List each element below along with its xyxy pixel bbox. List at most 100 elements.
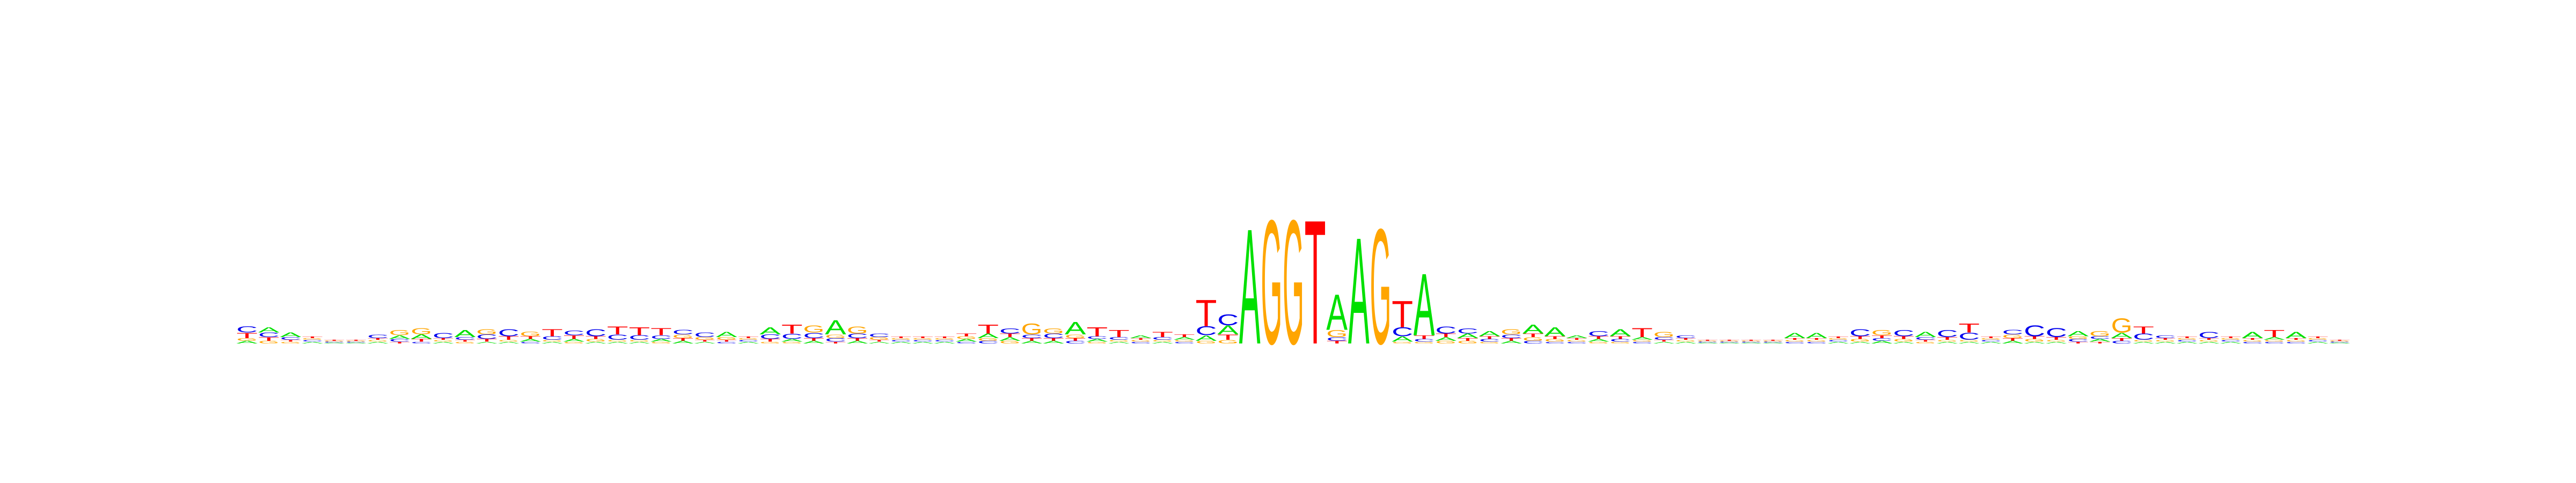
logo-letter-c-pos-37: C xyxy=(1021,333,1043,339)
logo-letter-c-pos-77: C xyxy=(1893,328,1914,338)
logo-letter-a-pos-35: A xyxy=(977,332,999,339)
logo-letter-t-pos-21: T xyxy=(672,337,694,341)
logo-letter-g-pos-7: G xyxy=(367,339,389,342)
logo-letter-a-pos-3: A xyxy=(280,332,302,339)
logo-letter-a-pos-29: A xyxy=(847,340,869,345)
logo-letter-c-pos-2: C xyxy=(258,332,280,339)
logo-letter-c-pos-88: C xyxy=(2133,332,2154,342)
logo-letter-a-pos-69: A xyxy=(1718,342,1740,344)
logo-letter-t-pos-19: T xyxy=(629,325,650,338)
logo-letter-g-pos-30: G xyxy=(868,336,890,341)
logo-letter-t-pos-71: T xyxy=(1762,340,1784,341)
logo-letter-a-pos-82: A xyxy=(2002,340,2024,345)
logo-letter-c-pos-28: C xyxy=(825,337,846,343)
logo-letter-c-pos-64: C xyxy=(1609,338,1631,342)
logo-letter-a-pos-70: A xyxy=(1740,342,1762,344)
logo-letter-a-pos-63: A xyxy=(1588,338,1610,342)
logo-letter-g-pos-96: G xyxy=(2307,338,2329,340)
logo-letter-t-pos-39: T xyxy=(1065,337,1086,341)
logo-letter-t-pos-93: T xyxy=(2242,338,2263,340)
logo-letter-g-pos-24: G xyxy=(738,338,759,340)
logo-letter-g-pos-1: G xyxy=(236,338,258,342)
logo-letter-c-pos-68: C xyxy=(1697,341,1718,343)
logo-letter-c-pos-67: C xyxy=(1675,334,1696,339)
logo-letter-t-pos-35: T xyxy=(977,323,999,336)
logo-letter-g-pos-3: G xyxy=(280,341,302,344)
logo-letter-a-pos-67: A xyxy=(1675,341,1697,344)
logo-letter-g-pos-34: G xyxy=(956,335,977,340)
logo-letter-g-pos-5: G xyxy=(324,340,345,342)
logo-letter-a-pos-66: A xyxy=(1653,341,1675,344)
logo-letter-a-pos-85: A xyxy=(2067,330,2089,338)
logo-letter-c-pos-41: C xyxy=(1108,336,1130,341)
logo-letter-t-pos-90: T xyxy=(2176,336,2198,339)
logo-letter-g-pos-21: G xyxy=(672,333,694,339)
logo-letter-a-pos-10: A xyxy=(433,341,455,344)
logo-letter-a-pos-27: A xyxy=(803,340,825,345)
logo-letter-c-pos-74: C xyxy=(1828,339,1849,342)
logo-letter-c-pos-12: C xyxy=(476,333,497,340)
logo-letter-g-pos-57: G xyxy=(1457,340,1479,345)
logo-letter-t-pos-5: T xyxy=(324,340,345,341)
logo-letter-t-pos-89: T xyxy=(2155,338,2176,340)
logo-letter-a-pos-75: A xyxy=(1849,341,1871,344)
logo-letter-c-pos-22: C xyxy=(694,332,715,339)
logo-letter-g-pos-44: G xyxy=(1174,339,1195,342)
logo-letter-t-pos-79: T xyxy=(1937,336,1958,341)
logo-letter-g-pos-53: G xyxy=(1370,194,1392,378)
logo-letter-g-pos-43: G xyxy=(1152,339,1173,342)
logo-letter-t-pos-43: T xyxy=(1152,330,1173,339)
logo-letter-t-pos-30: T xyxy=(868,339,890,342)
logo-letter-g-pos-13: G xyxy=(498,339,519,342)
logo-letter-a-pos-54: A xyxy=(1392,335,1413,343)
logo-letter-g-pos-58: G xyxy=(1479,341,1501,344)
logo-letter-g-pos-54: G xyxy=(1392,341,1413,344)
logo-letter-t-pos-6: T xyxy=(345,340,367,341)
logo-letter-c-pos-14: C xyxy=(519,341,541,344)
logo-letter-t-pos-82: T xyxy=(2002,337,2024,341)
logo-letter-a-pos-1: A xyxy=(236,340,258,345)
logo-letter-t-pos-1: T xyxy=(236,331,258,340)
logo-letter-a-pos-73: A xyxy=(1806,331,1827,340)
logo-letter-a-pos-97: A xyxy=(2329,342,2351,344)
logo-letter-t-pos-31: T xyxy=(890,336,912,339)
logo-letter-t-pos-86: T xyxy=(2089,341,2111,344)
logo-letter-c-pos-72: C xyxy=(1784,341,1805,344)
logo-letter-t-pos-46: T xyxy=(1217,333,1239,341)
logo-letter-t-pos-80: T xyxy=(1958,321,1980,335)
logo-letter-t-pos-78: T xyxy=(1915,339,1936,342)
logo-letter-c-pos-17: C xyxy=(585,327,606,338)
logo-letter-t-pos-85: T xyxy=(2067,341,2089,344)
logo-letter-g-pos-89: G xyxy=(2155,339,2176,342)
logo-letter-g-pos-48: G xyxy=(1261,184,1282,382)
logo-letter-g-pos-9: G xyxy=(411,327,432,336)
logo-letter-t-pos-7: T xyxy=(367,338,389,340)
logo-letter-a-pos-81: A xyxy=(1980,341,2002,344)
logo-letter-a-pos-58: A xyxy=(1479,330,1501,338)
logo-letter-c-pos-65: C xyxy=(1631,341,1653,344)
logo-letter-g-pos-90: G xyxy=(2176,338,2198,340)
logo-letter-c-pos-19: C xyxy=(629,334,650,341)
logo-letter-c-pos-79: C xyxy=(1937,328,1958,339)
logo-letter-a-pos-47: A xyxy=(1239,194,1261,378)
logo-letter-g-pos-78: G xyxy=(1915,341,1936,344)
logo-letter-a-pos-45: A xyxy=(1196,334,1217,342)
logo-letter-c-pos-57: C xyxy=(1457,327,1479,335)
logo-letter-g-pos-2: G xyxy=(258,340,280,345)
logo-letter-c-pos-4: C xyxy=(302,339,323,342)
logo-letter-g-pos-23: G xyxy=(716,336,737,341)
logo-letter-a-pos-34: A xyxy=(956,338,978,342)
logo-letter-t-pos-8: T xyxy=(389,341,411,344)
logo-letter-c-pos-86: C xyxy=(2089,335,2111,340)
logo-letter-c-pos-97: C xyxy=(2329,341,2351,343)
logo-letter-g-pos-36: G xyxy=(999,340,1021,345)
logo-letter-g-pos-25: G xyxy=(759,341,781,344)
logo-letter-t-pos-4: T xyxy=(302,336,323,339)
logo-letter-c-pos-33: C xyxy=(934,339,955,342)
logo-letter-c-pos-63: C xyxy=(1588,330,1609,338)
logo-letter-a-pos-51: A xyxy=(1326,284,1348,341)
logo-letter-t-pos-11: T xyxy=(455,339,476,342)
logo-letter-t-pos-26: T xyxy=(781,323,803,336)
logo-letter-c-pos-80: C xyxy=(1958,331,1980,342)
logo-letter-a-pos-9: A xyxy=(411,333,432,340)
